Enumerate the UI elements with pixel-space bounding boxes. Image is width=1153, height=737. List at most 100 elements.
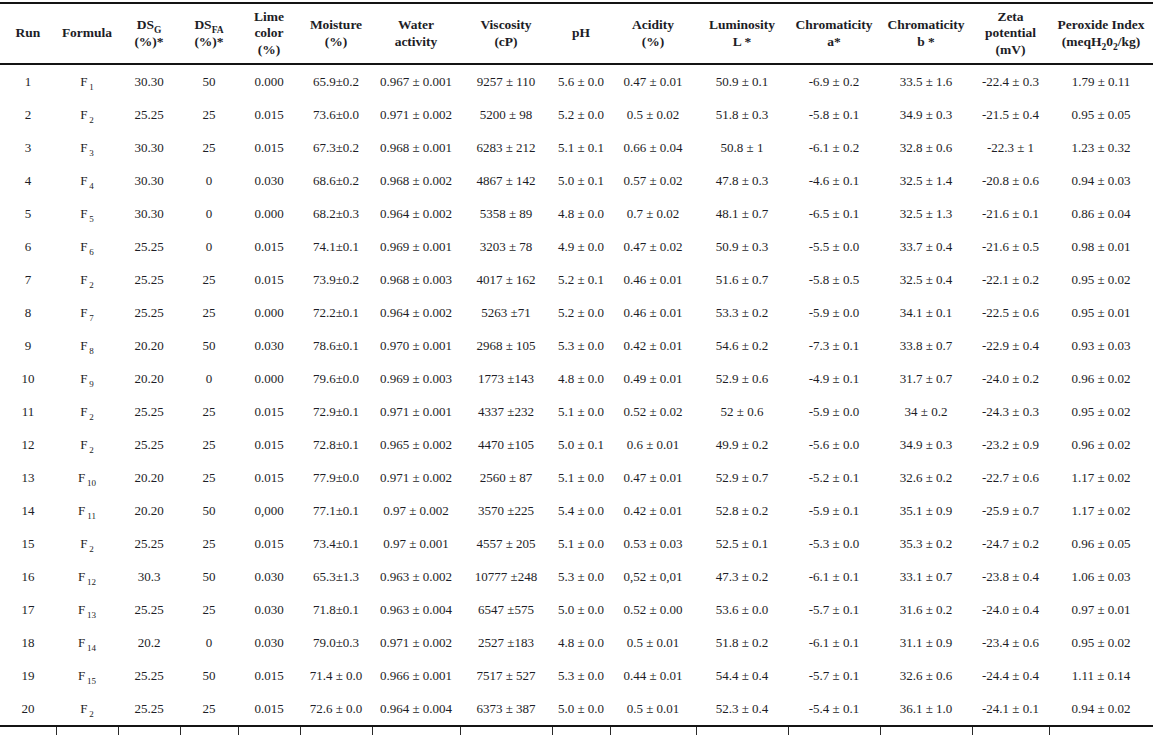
cell-dsg: 25.25	[118, 98, 180, 131]
col-header-luminosity: Luminosity L *	[696, 3, 788, 64]
cell-lime-color: 0.000	[238, 362, 300, 395]
cell-moisture: 73.9±0.2	[300, 263, 372, 296]
cell-peroxide-index: 0.95 ± 0.01	[1049, 296, 1153, 329]
cell-acidity: 0.53 ± 0.03	[610, 527, 696, 560]
cell-dsg: 25.25	[118, 428, 180, 461]
cell-dsfa: 50	[180, 64, 238, 98]
cell-moisture: 67.3±0.2	[300, 131, 372, 164]
cell-moisture: 68.6±0.2	[300, 164, 372, 197]
cell-lime-color: 0.015	[238, 230, 300, 263]
cell-lime-color: 0.015	[238, 692, 300, 726]
cell-luminosity: 52.5 ± 0.1	[696, 527, 788, 560]
cell-viscosity: 7517 ± 527	[460, 659, 552, 692]
cell-chromaticity-b: 33.5 ± 1.6	[880, 64, 972, 98]
cell-water-activity: 0.968 ± 0.002	[372, 164, 460, 197]
cell-dsfa: 0	[180, 362, 238, 395]
cell-moisture: 73.4±0.1	[300, 527, 372, 560]
cell-run: 2	[0, 98, 56, 131]
cell-ph: 4.8 ± 0.0	[552, 626, 610, 659]
table-row: 10 F9 20.20 0 0.000 79.6±0.0 0.969 ± 0.0…	[0, 362, 1153, 395]
cell-chromaticity-b: 32.6 ± 0.2	[880, 461, 972, 494]
cell-ph: 5.1 ± 0.0	[552, 461, 610, 494]
cell-zeta-potential: -22.5 ± 0.6	[972, 296, 1049, 329]
cell-peroxide-index: 1.06 ± 0.03	[1049, 560, 1153, 593]
col-header-chromaticity-b: Chromaticity b *	[880, 3, 972, 64]
table-row: 16 F12 30.3 50 0.030 65.3±1.3 0.963 ± 0.…	[0, 560, 1153, 593]
cell-peroxide-index: 0.96 ± 0.02	[1049, 362, 1153, 395]
cell-acidity: 0.52 ± 0.00	[610, 593, 696, 626]
cell-dsg: 30.30	[118, 164, 180, 197]
cell-water-activity: 0.97 ± 0.002	[372, 494, 460, 527]
cell-chromaticity-b: 32.5 ± 1.3	[880, 197, 972, 230]
cell-run: 10	[0, 362, 56, 395]
cell-formula: F14	[56, 626, 118, 659]
cell-zeta-potential: -23.4 ± 0.6	[972, 626, 1049, 659]
cell-dsg: 20.20	[118, 362, 180, 395]
cell-peroxide-index: 1.11 ± 0.14	[1049, 659, 1153, 692]
cell-chromaticity-a: -6.9 ± 0.2	[788, 64, 880, 98]
cell-formula: F3	[56, 131, 118, 164]
cell-formula: F4	[56, 164, 118, 197]
cell-ph: 5.0 ± 0.1	[552, 164, 610, 197]
cell-lime-color: 0.015	[238, 461, 300, 494]
cell-water-activity: 0.966 ± 0.001	[372, 659, 460, 692]
table-row: 13 F10 20.20 25 0.015 77.9±0.0 0.971 ± 0…	[0, 461, 1153, 494]
cell-chromaticity-b: 32.5 ± 0.4	[880, 263, 972, 296]
cell-dsg: 25.25	[118, 593, 180, 626]
cell-viscosity: 4557 ± 205	[460, 527, 552, 560]
cell-dsg: 30.30	[118, 197, 180, 230]
cell-water-activity: 0.971 ± 0.002	[372, 626, 460, 659]
cell-run: 5	[0, 197, 56, 230]
cell-acidity: 0.47 ± 0.02	[610, 230, 696, 263]
cell-chromaticity-a: -5.7 ± 0.1	[788, 593, 880, 626]
cell-ph: 5.0 ± 0.0	[552, 692, 610, 726]
cell-ph: 4.8 ± 0.0	[552, 197, 610, 230]
cell-viscosity: 4337 ±232	[460, 395, 552, 428]
col-header-dsfa: DSFA (%)*	[180, 3, 238, 64]
cell-dsg: 20.20	[118, 461, 180, 494]
cell-run: 7	[0, 263, 56, 296]
col-header-zeta-potential: Zeta potential (mV)	[972, 3, 1049, 64]
cell-dsfa: 25	[180, 263, 238, 296]
table-row: 14 F11 20.20 50 0,000 77.1±0.1 0.97 ± 0.…	[0, 494, 1153, 527]
cell-water-activity: 0.969 ± 0.001	[372, 230, 460, 263]
cell-moisture: 77.1±0.1	[300, 494, 372, 527]
cell-formula: F7	[56, 296, 118, 329]
cell-viscosity: 10777 ±248	[460, 560, 552, 593]
cell-lime-color: 0.015	[238, 395, 300, 428]
cell-moisture: 79.0±0.3	[300, 626, 372, 659]
cell-peroxide-index: 0.96 ± 0.02	[1049, 428, 1153, 461]
cell-chromaticity-a: -5.7 ± 0.1	[788, 659, 880, 692]
cell-viscosity: 5358 ± 89	[460, 197, 552, 230]
col-header-peroxide-index: Peroxide Index (meqH202/kg)	[1049, 3, 1153, 64]
cell-acidity: 0.6 ± 0.01	[610, 428, 696, 461]
cell-ph: 5.3 ± 0.0	[552, 659, 610, 692]
cell-viscosity: 6283 ± 212	[460, 131, 552, 164]
cell-acidity: 0.5 ± 0.01	[610, 692, 696, 726]
cell-acidity: 0,52 ± 0,01	[610, 560, 696, 593]
cell-lime-color: 0.030	[238, 626, 300, 659]
cell-formula: F5	[56, 197, 118, 230]
cell-acidity: 0.42 ± 0.01	[610, 329, 696, 362]
cell-chromaticity-a: -5.4 ± 0.1	[788, 692, 880, 726]
table-row: 5 F5 30.30 0 0.000 68.2±0.3 0.964 ± 0.00…	[0, 197, 1153, 230]
cell-zeta-potential: -22.9 ± 0.4	[972, 329, 1049, 362]
cell-run: 6	[0, 230, 56, 263]
cell-luminosity: 47.8 ± 0.3	[696, 164, 788, 197]
cell-peroxide-index: 1.17 ± 0.02	[1049, 494, 1153, 527]
cell-luminosity: 52.9 ± 0.6	[696, 362, 788, 395]
col-header-water-activity: Water activity	[372, 3, 460, 64]
cell-luminosity: 49.9 ± 0.2	[696, 428, 788, 461]
cell-chromaticity-b: 34.9 ± 0.3	[880, 98, 972, 131]
cell-luminosity: 54.4 ± 0.4	[696, 659, 788, 692]
cell-peroxide-index: 0.97 ± 0.01	[1049, 593, 1153, 626]
cell-moisture: 72.6 ± 0.0	[300, 692, 372, 726]
cell-viscosity: 5263 ±71	[460, 296, 552, 329]
cell-run: 15	[0, 527, 56, 560]
cell-formula: F9	[56, 362, 118, 395]
cell-ph: 5.1 ± 0.0	[552, 527, 610, 560]
cell-formula: F2	[56, 98, 118, 131]
col-header-dsg: DSG (%)*	[118, 3, 180, 64]
cell-lime-color: 0.015	[238, 527, 300, 560]
cell-dsg: 30.30	[118, 131, 180, 164]
